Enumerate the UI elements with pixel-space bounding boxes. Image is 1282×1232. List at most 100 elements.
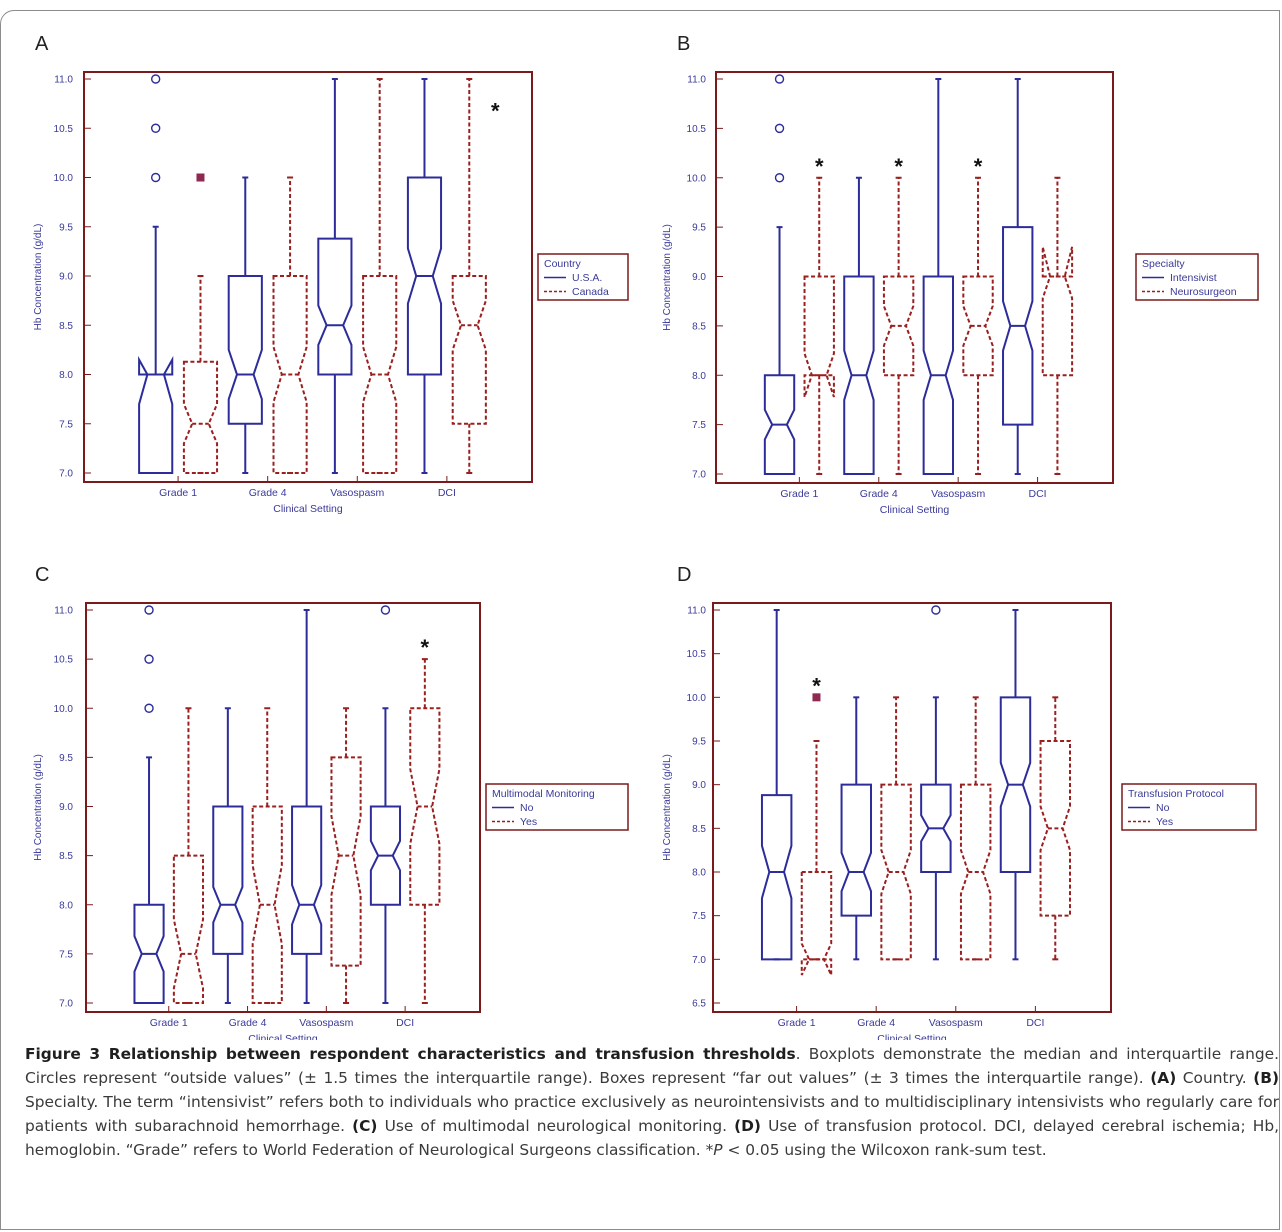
outside-value-marker	[144, 654, 154, 664]
significance-asterisk: *	[812, 673, 821, 698]
outside-value-marker	[150, 172, 161, 183]
x-tick-label: Vasospasm	[931, 488, 985, 500]
legend-box	[537, 253, 629, 301]
caption-text-a: Country.	[1176, 1069, 1254, 1087]
outside-value-marker	[774, 173, 785, 183]
x-tick-label: Grade 4	[857, 1017, 895, 1029]
significance-asterisk: *	[421, 635, 430, 660]
panel-d: D 6.5 7.0 7.5 8.0 8.5 9.0 9.5 10.0 10.5 11.0 Hb Con…	[662, 564, 1257, 1040]
panel-c: C 7.0 7.5 8.0 8.5 9.0 9.5 10.0 10.5 11.0 Hb Concen…	[33, 564, 629, 1040]
y-tick-label: 9.0	[692, 272, 706, 283]
legend-label: Canada	[572, 286, 609, 298]
y-tick-label: 10.5	[54, 655, 74, 666]
box	[803, 275, 835, 398]
box	[920, 783, 952, 873]
significance-asterisk: *	[894, 154, 903, 179]
box	[999, 696, 1032, 873]
legend-label: Intensivist	[1170, 272, 1217, 284]
x-tick-label: DCI	[1029, 488, 1047, 500]
plot-frame	[712, 602, 1112, 1013]
significance-asterisk: *	[815, 154, 824, 179]
legend-label: Yes	[520, 816, 537, 828]
far-out-value-marker	[196, 173, 205, 182]
panel-a: A 7.0 7.5 8.0 8.5 9.0 9.5 10.0 10.5 11.0 Hb Concen…	[33, 33, 629, 515]
panel-label: B	[677, 33, 690, 55]
box	[959, 783, 992, 961]
y-tick-label: 8.0	[692, 868, 706, 879]
panel-label: D	[677, 564, 691, 586]
caption-p-italic: P	[713, 1141, 723, 1159]
outside-value-marker	[931, 605, 941, 615]
box	[317, 237, 353, 376]
x-tick-label: Grade 4	[229, 1017, 267, 1029]
x-tick-label: DCI	[438, 487, 456, 499]
x-axis-label: Clinical Setting	[273, 503, 343, 515]
legend-title: Country	[544, 258, 582, 270]
box	[451, 275, 487, 425]
x-tick-label: Grade 1	[780, 488, 818, 500]
x-tick-label: Vasospasm	[929, 1017, 983, 1029]
y-tick-label: 6.5	[692, 999, 706, 1010]
legend-label: No	[520, 802, 534, 814]
box	[882, 275, 915, 377]
caption-text: . Boxplots demonstrate the median and in…	[25, 1045, 1279, 1087]
box	[763, 374, 796, 475]
legend-box	[1121, 783, 1257, 831]
box	[409, 707, 441, 906]
outside-value-marker	[380, 605, 391, 615]
y-tick-label: 7.0	[59, 999, 73, 1010]
outside-value-marker	[150, 123, 161, 133]
y-tick-label: 10.0	[687, 693, 707, 704]
box	[133, 903, 165, 1004]
figure-caption: Figure 3 Relationship between respondent…	[25, 1042, 1279, 1162]
panel-label: A	[35, 33, 49, 55]
y-tick-label: 8.0	[692, 371, 706, 382]
y-tick-label: 11.0	[687, 606, 706, 617]
legend-title: Transfusion Protocol	[1128, 788, 1224, 800]
box	[212, 805, 244, 955]
y-tick-label: 8.0	[59, 900, 73, 911]
y-tick-label: 9.0	[59, 272, 73, 283]
figure-frame	[0, 10, 1280, 1230]
box	[251, 805, 283, 1004]
y-tick-label: 9.5	[59, 753, 73, 764]
y-tick-label: 7.0	[692, 470, 706, 481]
box	[182, 360, 219, 474]
y-tick-label: 8.5	[59, 321, 73, 332]
y-tick-label: 7.5	[692, 911, 706, 922]
x-tick-label: Grade 1	[159, 487, 197, 499]
caption-title: Figure 3 Relationship between respondent…	[25, 1045, 796, 1063]
box	[840, 783, 873, 917]
legend-label: Neurosurgeon	[1170, 286, 1237, 298]
legend-label: U.S.A.	[572, 272, 602, 284]
box	[800, 871, 833, 976]
caption-text-b: Specialty. The term “intensivist” refers…	[25, 1093, 1279, 1135]
x-axis-label: Clinical Setting	[880, 504, 950, 516]
box	[272, 275, 308, 474]
box	[843, 275, 875, 475]
box	[922, 275, 955, 475]
x-tick-label: Vasospasm	[330, 487, 384, 499]
x-tick-label: Grade 4	[860, 488, 898, 500]
box	[880, 783, 912, 961]
caption-text-d: Use of transfusion protocol. DCI, delaye…	[25, 1117, 1279, 1159]
box	[172, 854, 205, 1004]
plot-frame	[715, 71, 1114, 484]
x-axis-label: Clinical Setting	[877, 1033, 947, 1040]
box	[138, 355, 174, 474]
legend-box	[485, 783, 629, 831]
x-tick-label: DCI	[1026, 1017, 1044, 1029]
plot-frame	[83, 71, 533, 483]
caption-label-c: (C)	[352, 1117, 378, 1135]
y-tick-label: 8.5	[692, 321, 706, 332]
y-tick-label: 9.0	[692, 780, 706, 791]
x-tick-label: Grade 4	[249, 487, 287, 499]
panel-b: B 7.0 7.5 8.0 8.5 9.0 9.5 10.0 10.5 11.0 Hb Concen…	[662, 33, 1259, 516]
y-axis-label: Hb Concentration (g/dL)	[33, 224, 44, 331]
y-tick-label: 7.5	[59, 419, 73, 430]
outside-value-marker	[144, 605, 154, 615]
caption-text-e: < 0.05 using the Wilcoxon rank-sum test.	[722, 1141, 1047, 1159]
y-tick-label: 7.5	[692, 420, 706, 431]
legend-title: Multimodal Monitoring	[492, 788, 595, 800]
y-tick-label: 8.5	[59, 851, 73, 862]
